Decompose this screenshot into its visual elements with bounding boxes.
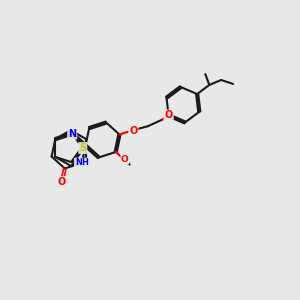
Text: N: N — [68, 129, 76, 139]
Text: NH: NH — [75, 158, 89, 167]
Text: O: O — [129, 126, 137, 136]
Text: O: O — [164, 110, 173, 120]
Text: O: O — [58, 177, 66, 187]
Text: O: O — [121, 155, 129, 164]
Text: S: S — [79, 143, 86, 153]
